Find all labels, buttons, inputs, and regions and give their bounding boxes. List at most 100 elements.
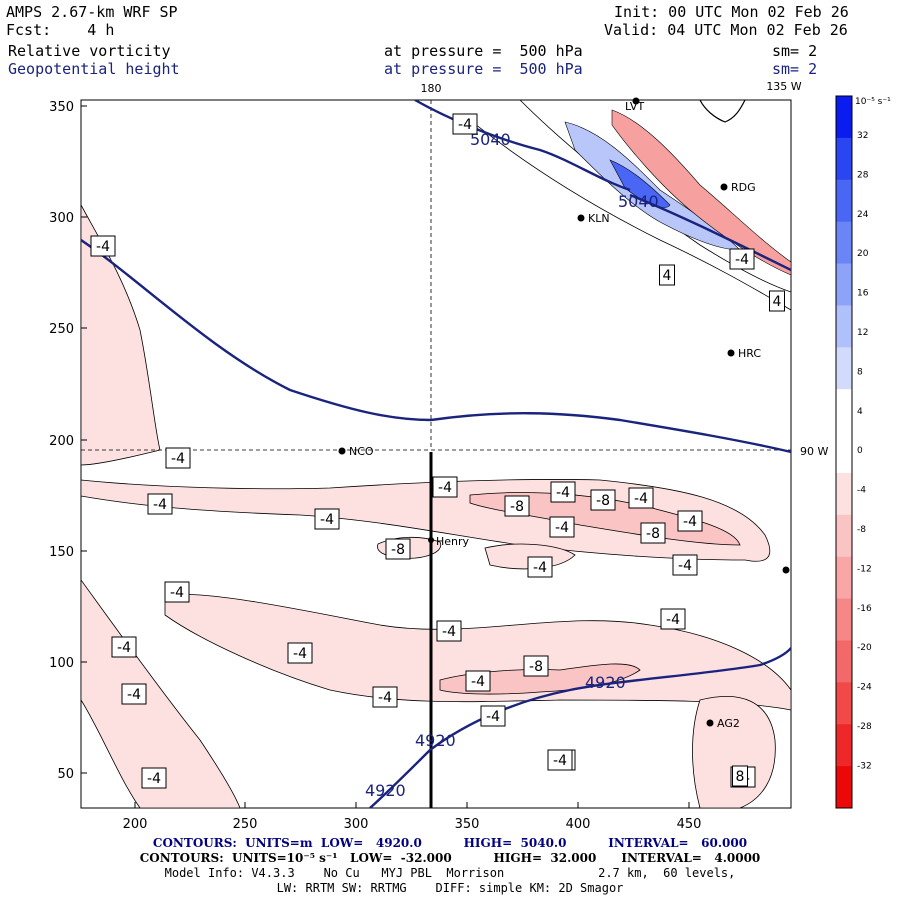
height-contour-4920 bbox=[369, 647, 791, 808]
vorticity-label: -4 bbox=[153, 497, 167, 513]
vorticity-label-box bbox=[90, 235, 116, 257]
vorticity-label-box bbox=[165, 447, 191, 469]
y-tick-label: 150 bbox=[49, 545, 74, 560]
colorbar-swatch bbox=[836, 556, 852, 600]
colorbar-swatch bbox=[836, 598, 852, 641]
vorticity-label: -4 bbox=[117, 640, 131, 656]
y-tick-label: 350 bbox=[49, 100, 74, 115]
longitude-label-135w: 135 W bbox=[766, 80, 801, 93]
colorbar-swatch bbox=[836, 431, 852, 474]
vorticity-label: -8 bbox=[646, 526, 660, 542]
init-time: Init: 00 UTC Mon 02 Feb 26 bbox=[614, 3, 849, 21]
vorticity-label: -4 bbox=[678, 558, 692, 574]
longitude-label-90w: 90 W bbox=[800, 445, 828, 458]
vorticity-label-box bbox=[523, 655, 549, 677]
vorticity-label-box bbox=[672, 554, 698, 576]
model-title: AMPS 2.67-km WRF SP bbox=[6, 3, 178, 21]
station-label: Henry bbox=[436, 535, 470, 548]
vorticity-label: -4 bbox=[555, 520, 569, 536]
vorticity-label: -4 bbox=[634, 491, 648, 507]
colorbar-swatch bbox=[836, 221, 852, 265]
station-marker bbox=[706, 719, 714, 727]
vorticity-label: -8 bbox=[596, 493, 610, 509]
vorticity-label-box bbox=[590, 489, 616, 511]
vorticity-label: -4 bbox=[533, 560, 547, 576]
colorbar-tick-label: -4 bbox=[857, 486, 866, 496]
colorbar: 32 28 24 20 16 12 8 4 0 -4 -8 -12 -16 -20 -24 -28 -32 bbox=[835, 95, 872, 809]
colorbar-swatch bbox=[836, 305, 852, 348]
height-contour-5040-lower bbox=[629, 193, 791, 272]
vorticity-label-box bbox=[164, 581, 190, 603]
station-marker bbox=[632, 97, 640, 105]
height-contour-main bbox=[81, 239, 791, 454]
axis-ticks bbox=[81, 105, 690, 808]
colorbar-tick-label: -12 bbox=[857, 564, 872, 574]
vorticity-labels: -4 -4 -4 -4 -4 -8 -4 -8 -4 -4 -8 -4 -8 -4 -4 -4 -4 -4 -4 -4… bbox=[90, 113, 785, 789]
colorbar-tick-label: 12 bbox=[857, 328, 868, 338]
longitude-label-180: 180 bbox=[421, 82, 442, 95]
colorbar-tick-label: 24 bbox=[857, 210, 869, 220]
vorticity-label-box bbox=[660, 608, 686, 630]
y-tick-label: 250 bbox=[49, 322, 74, 337]
vorticity-label: -4 bbox=[147, 771, 161, 787]
vorticity-label-box bbox=[465, 670, 491, 692]
station-marker bbox=[577, 214, 585, 222]
vorticity-label: -4 bbox=[735, 252, 749, 268]
vorticity-label-box bbox=[550, 481, 576, 503]
vorticity-label-box bbox=[111, 636, 137, 658]
vorticity-label-box bbox=[287, 642, 313, 664]
colorbar-swatch bbox=[836, 640, 852, 683]
vorticity-label-box bbox=[385, 538, 411, 560]
colorbar-tick-label: 16 bbox=[857, 289, 869, 299]
vorticity-label-box bbox=[628, 487, 654, 509]
model-physics: LW: RRTM SW: RRTMG DIFF: simple KM: 2D S… bbox=[276, 881, 624, 895]
vorticity-label-box bbox=[436, 620, 462, 642]
station-label: KLN bbox=[588, 212, 610, 225]
colorbar-tick-label: -16 bbox=[857, 604, 872, 614]
y-tick-label: 200 bbox=[49, 434, 74, 449]
vorticity-label-box bbox=[452, 113, 478, 135]
vorticity-label-box bbox=[504, 495, 530, 517]
field2-smoothing: sm= 2 bbox=[772, 60, 818, 78]
vorticity-contour-info: CONTOURS: UNITS=10⁻⁵ s⁻¹ LOW= -32.000 HI… bbox=[139, 851, 761, 865]
neg-vorticity-streak bbox=[611, 109, 791, 276]
vorticity-label-box bbox=[547, 749, 573, 771]
colorbar-tick-label: -20 bbox=[857, 643, 872, 653]
valid-time: Valid: 04 UTC Mon 02 Feb 26 bbox=[604, 21, 848, 39]
vorticity-label-box bbox=[314, 508, 340, 530]
colorbar-tick-label: -28 bbox=[857, 722, 872, 732]
y-axis-labels: 350 300 250 200 150 100 50 bbox=[49, 100, 74, 782]
colorbar-swatch bbox=[836, 137, 852, 181]
vorticity-label: -4 bbox=[96, 239, 110, 255]
vorticity-label-box bbox=[640, 522, 666, 544]
x-tick-label: 350 bbox=[455, 817, 480, 832]
vorticity-label: -4 bbox=[171, 451, 185, 467]
colorbar-swatch bbox=[836, 472, 852, 516]
forecast-hour: Fcst: 4 h bbox=[6, 21, 115, 39]
neg-vorticity-band-west bbox=[81, 204, 161, 466]
station-label: HRC bbox=[738, 347, 761, 360]
vorticity-label: -4 bbox=[378, 690, 392, 706]
station-label: NCO bbox=[349, 445, 374, 458]
field1-level: at pressure = 500 hPa bbox=[384, 42, 583, 60]
vorticity-label-box bbox=[121, 683, 147, 705]
vorticity-label: -8 bbox=[510, 499, 524, 515]
vorticity-label: -4 bbox=[683, 514, 697, 530]
station-marker-east bbox=[782, 566, 790, 574]
height-label: 5040 bbox=[470, 130, 511, 149]
vorticity-label: -4 bbox=[127, 687, 141, 703]
y-tick-label: 50 bbox=[57, 767, 74, 782]
vorticity-label: -4 bbox=[442, 624, 456, 640]
vorticity-label-box bbox=[549, 516, 575, 538]
x-tick-label: 400 bbox=[566, 817, 591, 832]
vorticity-label-box bbox=[141, 767, 167, 789]
colorbar-swatch bbox=[836, 347, 852, 390]
field2-level: at pressure = 500 hPa bbox=[384, 60, 583, 78]
station-label: LVT bbox=[625, 100, 644, 113]
vorticity-label: -4 bbox=[438, 480, 452, 496]
colorbar-swatch bbox=[836, 682, 852, 725]
vorticity-label: 4 bbox=[663, 268, 672, 284]
field2-name: Geopotential height bbox=[8, 60, 180, 78]
colorbar-tick-label: 4 bbox=[857, 407, 863, 417]
